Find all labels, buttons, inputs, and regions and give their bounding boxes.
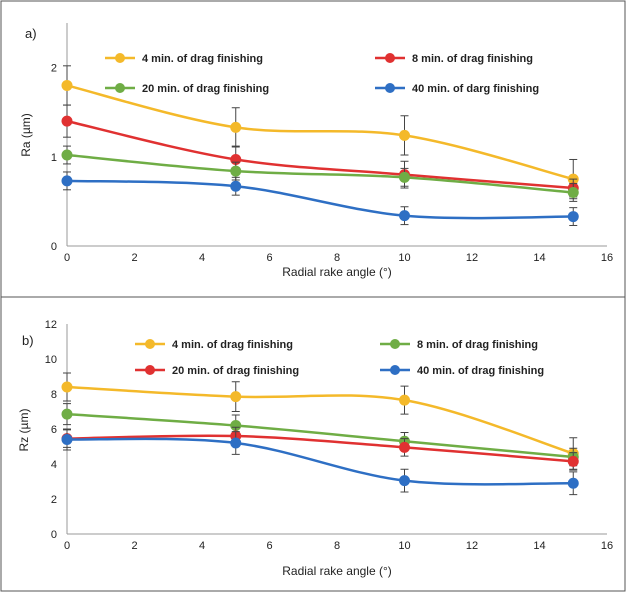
data-point <box>230 165 242 177</box>
x-tick-label: 4 <box>199 252 205 264</box>
data-point <box>230 180 242 192</box>
legend-item: 8 min. of drag finishing <box>380 339 538 351</box>
legend-item: 8 min. of drag finishing <box>375 53 533 65</box>
x-tick-label: 16 <box>601 252 613 264</box>
y-tick-label: 10 <box>45 354 57 366</box>
data-point <box>399 475 410 487</box>
y-axis-title: Ra (µm) <box>19 113 33 157</box>
data-point <box>230 121 242 133</box>
series-4 <box>61 171 579 226</box>
legend-marker <box>385 83 395 93</box>
x-tick-label: 2 <box>131 540 137 552</box>
x-tick-label: 14 <box>533 252 545 264</box>
legend-item: 20 min. of drag finishing <box>135 365 299 377</box>
panel-label: b) <box>22 333 34 348</box>
x-tick-label: 8 <box>334 252 340 264</box>
data-point <box>230 420 242 431</box>
data-point <box>399 441 410 453</box>
series-line <box>66 179 574 220</box>
data-point <box>61 79 73 91</box>
legend-marker <box>390 365 400 375</box>
data-point <box>61 149 73 161</box>
data-point <box>399 394 410 406</box>
legend-marker <box>115 53 125 63</box>
y-tick-label: 2 <box>51 63 57 75</box>
data-point <box>61 434 73 445</box>
y-tick-label: 6 <box>51 424 57 436</box>
legend-item: 20 min. of drag finishing <box>105 83 269 95</box>
legend-marker <box>385 53 395 63</box>
data-point <box>61 175 73 187</box>
legend-label: 20 min. of drag finishing <box>172 365 299 377</box>
panel-b: 0 2 4 6 8 10 12 14 16 0 2 4 6 8 10 12 Radial rake angle … <box>17 319 613 578</box>
legend-item: 40 min. of drag finishing <box>380 365 544 377</box>
data-point <box>399 171 410 183</box>
y-tick-label: 12 <box>45 319 57 331</box>
data-point <box>61 381 73 393</box>
legend-item: 4 min. of drag finishing <box>135 339 293 351</box>
y-tick-label: 0 <box>51 241 57 253</box>
legend-marker <box>145 339 155 349</box>
x-tick-label: 12 <box>466 540 478 552</box>
x-tick-label: 6 <box>266 540 272 552</box>
x-tick-label: 16 <box>601 540 613 552</box>
data-point <box>399 129 410 141</box>
y-tick-label: 0 <box>51 529 57 541</box>
legend-label: 8 min. of drag finishing <box>417 339 538 351</box>
x-tick-label: 10 <box>398 252 410 264</box>
y-tick-label: 4 <box>51 459 57 471</box>
series-line <box>66 119 574 190</box>
y-tick-label: 1 <box>51 152 57 164</box>
series-line <box>66 412 574 459</box>
x-tick-label: 12 <box>466 252 478 264</box>
legend-label: 40 min. of drag finishing <box>417 365 544 377</box>
data-point <box>230 391 242 403</box>
x-axis-title: Radial rake angle (°) <box>282 265 392 279</box>
series-line <box>66 84 574 181</box>
data-point <box>567 455 579 467</box>
x-tick-label: 14 <box>533 540 545 552</box>
legend-label: 4 min. of drag finishing <box>142 53 263 65</box>
data-point <box>61 115 73 127</box>
series-line <box>66 434 574 463</box>
series-line <box>66 153 574 194</box>
x-tick-label: 8 <box>334 540 340 552</box>
series-line <box>66 385 574 455</box>
x-tick-label: 0 <box>64 540 70 552</box>
legend-marker <box>145 365 155 375</box>
y-axis-title: Rz (µm) <box>17 409 31 452</box>
data-point <box>567 186 579 198</box>
legend-label: 8 min. of drag finishing <box>412 53 533 65</box>
series-4 <box>61 428 579 496</box>
x-axis-title: Radial rake angle (°) <box>282 564 392 578</box>
data-point <box>567 211 579 223</box>
legend-marker <box>390 339 400 349</box>
legend-label: 20 min. of drag finishing <box>142 83 269 95</box>
legend-label: 4 min. of drag finishing <box>172 339 293 351</box>
series-3 <box>61 145 579 202</box>
series-line <box>66 437 574 486</box>
data-point <box>61 408 73 420</box>
x-tick-label: 0 <box>64 252 70 264</box>
x-tick-label: 10 <box>398 540 410 552</box>
legend-marker <box>115 83 125 93</box>
x-tick-label: 6 <box>266 252 272 264</box>
legend-item: 4 min. of drag finishing <box>105 53 263 65</box>
panel-label: a) <box>25 26 37 41</box>
data-point <box>230 437 242 449</box>
x-tick-label: 4 <box>199 540 205 552</box>
x-tick-label: 2 <box>131 252 137 264</box>
legend-label: 40 min. of darg finishing <box>412 83 539 95</box>
y-tick-label: 2 <box>51 494 57 506</box>
y-tick-label: 8 <box>51 389 57 401</box>
data-point <box>399 210 410 222</box>
data-point <box>567 477 579 489</box>
legend-item: 40 min. of darg finishing <box>375 83 539 95</box>
